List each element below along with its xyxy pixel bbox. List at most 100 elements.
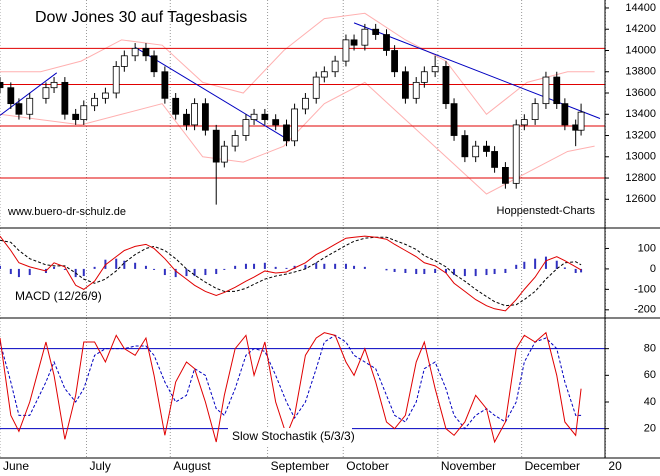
histogram-bar [304,264,307,269]
candle-body [172,97,180,115]
x-tick-label: November [441,459,496,473]
candle-body [561,103,569,126]
histogram-bar [63,268,66,270]
histogram-bar [215,268,218,275]
k-line [0,331,582,444]
candle-body [383,34,390,51]
candle-body [372,28,380,35]
candle-body [512,124,520,184]
candle-body [542,76,550,105]
candle-body [7,87,15,105]
y-tick-label: 60 [644,369,656,381]
histogram-bar [344,263,347,269]
histogram-bar [423,268,426,275]
y-tick-label: 13600 [625,87,656,99]
y-tick-label: 12600 [625,193,656,205]
histogram-bar [163,268,166,276]
histogram-bar [393,268,396,272]
histogram-bar [123,260,126,269]
x-tick-label: September [271,459,330,473]
histogram-bar [515,264,518,269]
histogram-bar [82,268,85,277]
candle-body [431,66,439,73]
candle-body [342,39,350,62]
candle-body [420,71,428,83]
candle-body [161,71,169,99]
candle-body [442,66,450,105]
chart-title: Dow Jones 30 auf Tagesbasis [35,9,247,26]
macd-line [0,235,582,312]
y-tick-label: 20 [644,423,656,435]
candle-body [261,113,269,120]
candle-body [320,71,328,78]
candle-body [412,81,420,99]
candle-body [331,60,339,73]
histogram-bar [574,268,577,273]
candle-body [291,108,298,142]
candle-body [483,145,490,152]
candle-body [350,39,358,46]
candle-body [72,113,80,120]
histogram-bar [9,268,12,275]
histogram-bar [134,262,137,269]
histogram-bar [563,267,566,269]
candle-body [202,103,209,131]
candle-body [283,124,290,142]
histogram-bar [474,268,477,277]
candle-body [250,113,258,120]
candle-body [450,103,458,136]
candle-body [520,119,528,126]
histogram-bar [253,263,256,269]
histogram-bar [463,268,466,277]
d-line [0,334,582,430]
histogram-bar [144,265,147,269]
candle-body [80,105,88,120]
source: www.buero-dr-schulz.de [7,206,126,218]
candle-body [61,81,69,115]
y-tick-label: 14200 [625,23,656,35]
candle-body [361,28,369,46]
histogram-bar [485,268,488,276]
histogram-bar [363,266,366,269]
y-tick-label: 13400 [625,108,656,120]
histogram-bar [115,258,118,269]
histogram-bar [263,262,266,269]
candle-body [312,76,320,99]
candle-body [191,103,198,126]
candle-body [461,135,469,158]
trend-line [0,72,58,116]
histogram-bar [204,268,207,276]
histogram-bar [353,265,356,269]
histogram-bar [523,261,526,269]
histogram-bar [555,260,558,269]
candle-body [220,145,228,163]
histogram-bar [385,268,388,271]
histogram-bar [223,268,226,270]
histogram-bar [493,268,496,275]
x-tick-label: 20 [608,459,622,473]
candle-body [402,71,409,99]
histogram-bar [444,268,447,273]
histogram-bar [334,263,337,269]
y-tick-label: 14000 [625,44,656,56]
y-tick-label: 13000 [625,151,656,163]
candle-body [491,151,498,168]
candle-body [26,97,34,115]
candle-body [131,47,139,57]
y-tick-label: 13200 [625,129,656,141]
histogram-bar [415,268,418,275]
x-tick-label: June [3,459,29,473]
credit: Hoppenstedt-Charts [497,205,596,217]
histogram-bar [53,266,56,269]
candle-body [50,81,58,89]
histogram-bar [234,265,237,269]
x-tick-label: December [525,459,580,473]
histogram-bar [0,265,1,269]
stochastic-label: Slow Stochastik (5/3/3) [232,429,355,443]
histogram-bar [285,267,288,269]
x-tick-label: August [173,459,211,473]
x-tick-label: July [89,459,110,473]
y-tick-label: 100 [638,242,656,254]
